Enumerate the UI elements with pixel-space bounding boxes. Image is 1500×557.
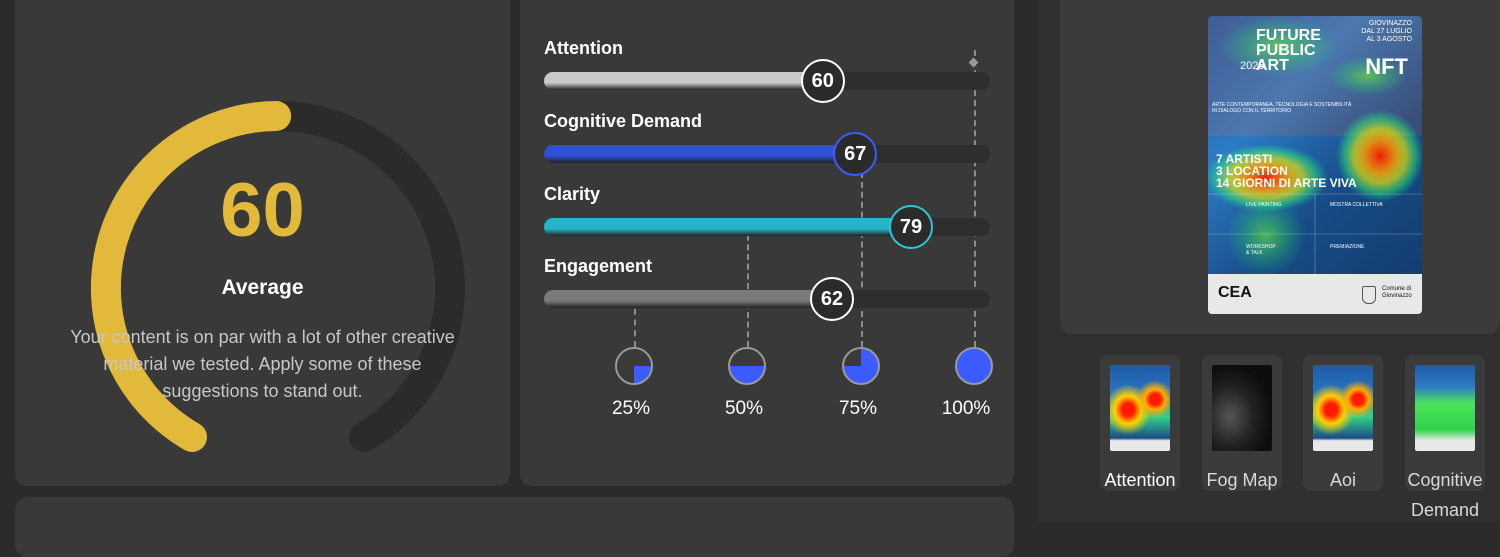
metric-value-badge: 79	[889, 205, 934, 249]
metric-fill	[544, 72, 823, 90]
metric-label: Clarity	[544, 184, 601, 204]
metric-track	[544, 290, 990, 308]
scale-50-label: 50%	[724, 398, 764, 419]
poster-stats: 7 ARTISTI 3 LOCATION 14 GIORNI DI ARTE V…	[1216, 152, 1357, 190]
score-card: 60 Average Your content is on par with a…	[15, 0, 510, 486]
metric-fill	[544, 218, 912, 236]
metric-label: Engagement	[544, 256, 653, 276]
metric-value-badge: 62	[810, 277, 855, 321]
metric-fill	[544, 290, 833, 308]
scale-25-label: 25%	[611, 398, 651, 419]
thumb-image	[1313, 365, 1373, 451]
thumb-label: Cognitive Demand	[1407, 470, 1483, 520]
heatmap-overlay	[1208, 16, 1422, 276]
score-value: 60	[220, 168, 305, 253]
poster-box: PREMIAZIONE	[1330, 244, 1365, 250]
thumb-image	[1415, 365, 1475, 451]
metric-label: Cognitive Demand	[544, 111, 703, 131]
scale-50-circle	[728, 347, 766, 385]
poster-subtitle: ARTE CONTEMPORANEA, TECNOLOGIA E SOSTENI…	[1212, 102, 1352, 114]
poster-footer: CEA Comune di Giovinazzo	[1208, 274, 1422, 314]
gauge-fill	[90, 101, 292, 452]
preview-card: GIOVINAZZO DAL 27 LUGLIO AL 3 AGOSTO FUT…	[1060, 0, 1500, 334]
poster-title: FUTURE PUBLIC ART	[1256, 27, 1321, 74]
heatmap-preview[interactable]: GIOVINAZZO DAL 27 LUGLIO AL 3 AGOSTO FUT…	[1208, 16, 1422, 314]
metric-track	[544, 145, 990, 163]
metric-label: Attention	[544, 38, 623, 58]
thumb-cognitive-demand[interactable]: Cognitive Demand	[1405, 355, 1485, 520]
score-description: Your content is on par with a lot of oth…	[70, 327, 455, 401]
thumb-label: Attention	[1104, 470, 1176, 490]
scale-guide-line	[747, 225, 749, 347]
cea-logo: CEA	[1218, 284, 1252, 301]
comune-text: Comune di Giovinazzo	[1382, 286, 1412, 299]
scale-75-circle	[842, 347, 880, 385]
thumb-fog-map[interactable]: Fog Map	[1202, 355, 1282, 491]
metric-value-badge: 60	[800, 59, 845, 103]
poster-dates: GIOVINAZZO DAL 27 LUGLIO AL 3 AGOSTO	[1361, 20, 1412, 43]
metric-fill	[544, 145, 856, 163]
poster-box: MOSTRA COLLETTIVA	[1330, 202, 1383, 208]
scale-guide-line	[974, 50, 976, 347]
scale-100-label: 100%	[941, 398, 991, 419]
thumb-image	[1212, 365, 1272, 451]
metric-track	[544, 72, 990, 90]
poster-box: WORKSHOP & TALK	[1246, 244, 1276, 256]
poster-year: 2025	[1240, 60, 1265, 72]
poster-nft: NFT	[1365, 54, 1408, 79]
poster-box: LIVE PAINTING	[1246, 202, 1282, 208]
score-gauge	[90, 101, 465, 452]
preview-panel: GIOVINAZZO DAL 27 LUGLIO AL 3 AGOSTO FUT…	[1038, 0, 1500, 522]
score-label: Average	[221, 276, 304, 299]
guide-marker-icon	[968, 57, 979, 68]
bottom-card	[15, 497, 1014, 557]
crest-icon	[1362, 286, 1376, 304]
scale-100-circle	[955, 347, 993, 385]
metric-value-badge: 67	[833, 132, 878, 176]
thumb-label: Fog Map	[1206, 470, 1278, 490]
scale-25-circle	[615, 347, 653, 385]
metrics-card: Attention 60 Cognitive Demand 67 Clarity…	[520, 0, 1014, 486]
thumb-attention[interactable]: Attention	[1100, 355, 1180, 491]
scale-guide-line	[634, 298, 636, 347]
thumb-aoi[interactable]: Aoi	[1303, 355, 1383, 491]
metric-track	[544, 218, 990, 236]
scale-guide-line	[861, 152, 863, 347]
thumb-label: Aoi	[1329, 470, 1356, 490]
thumb-image	[1110, 365, 1170, 451]
scale-75-label: 75%	[838, 398, 878, 419]
